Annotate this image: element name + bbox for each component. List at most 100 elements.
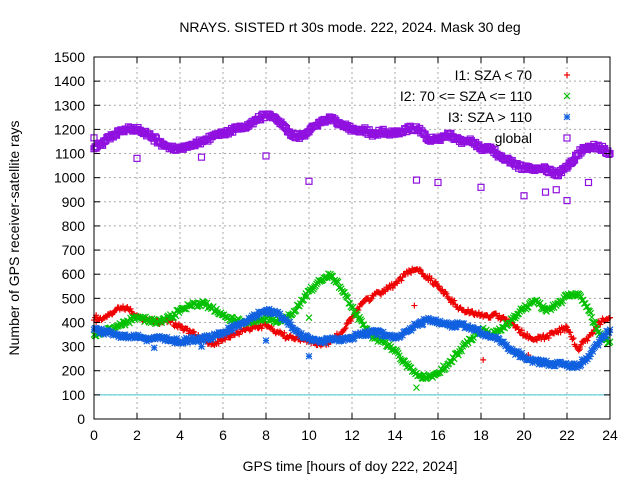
trace-marker-i3 bbox=[419, 320, 427, 328]
trace-marker-i2 bbox=[347, 303, 355, 310]
outlier-point-i1 bbox=[480, 356, 487, 363]
trace-marker-i3 bbox=[605, 329, 613, 337]
trace-marker-i2 bbox=[517, 305, 525, 313]
trace-marker-i3 bbox=[389, 334, 397, 342]
trace-marker-i3 bbox=[142, 335, 150, 343]
trace-marker-i1 bbox=[417, 267, 424, 274]
trace-marker-i3 bbox=[515, 347, 523, 355]
outlier-point-i3 bbox=[305, 352, 313, 360]
y-tick-label: 900 bbox=[62, 194, 86, 210]
trace-marker-i3 bbox=[573, 364, 581, 371]
trace-marker-i3 bbox=[306, 334, 314, 342]
trace-marker-i3 bbox=[539, 357, 547, 365]
outlier-point-global bbox=[584, 178, 593, 187]
trace-marker-i1 bbox=[268, 323, 275, 330]
trace-marker-i1 bbox=[190, 328, 197, 335]
trace-marker-i1 bbox=[281, 329, 288, 336]
y-tick-label: 300 bbox=[62, 339, 86, 355]
trace-marker-i3 bbox=[194, 338, 202, 345]
trace-marker-i3 bbox=[98, 325, 105, 333]
trace-marker-i2 bbox=[410, 368, 418, 376]
trace-marker-i3 bbox=[594, 341, 602, 349]
trace-marker-i3 bbox=[304, 333, 312, 341]
trace-marker-i1 bbox=[99, 316, 106, 323]
trace-marker-i1 bbox=[215, 340, 222, 347]
trace-marker-i1 bbox=[341, 326, 348, 333]
trace-marker-i3 bbox=[346, 336, 354, 344]
trace-marker-i3 bbox=[566, 362, 574, 370]
trace-marker-i2 bbox=[290, 307, 298, 315]
trace-marker-i1 bbox=[127, 305, 134, 312]
trace-marker-i3 bbox=[528, 356, 535, 363]
trace-marker-i1 bbox=[439, 286, 446, 293]
trace-marker-i3 bbox=[99, 328, 107, 335]
legend-label-i1: I1: SZA < 70 bbox=[455, 67, 533, 83]
trace-marker-i3 bbox=[283, 316, 290, 324]
trace-marker-i3 bbox=[589, 348, 597, 355]
trace-marker-i1 bbox=[487, 314, 494, 321]
trace-marker-i3 bbox=[543, 357, 550, 365]
trace-marker-i3 bbox=[298, 329, 305, 337]
trace-marker-i3 bbox=[602, 333, 610, 341]
outlier-point-global bbox=[197, 153, 206, 161]
trace-marker-i3 bbox=[500, 338, 507, 346]
trace-marker-i1 bbox=[236, 331, 243, 338]
x-tick-label: 12 bbox=[344, 427, 360, 443]
y-tick-label: 200 bbox=[62, 363, 86, 379]
outlier-point-global bbox=[305, 177, 313, 185]
trace-marker-i3 bbox=[228, 322, 236, 330]
trace-marker-i3 bbox=[364, 332, 372, 340]
trace-marker-i3 bbox=[443, 318, 451, 326]
outlier-point-i3 bbox=[150, 344, 158, 352]
outlier-point-global bbox=[434, 178, 442, 187]
trace-marker-i3 bbox=[480, 330, 488, 338]
trace-marker-i1 bbox=[390, 282, 397, 289]
trace-marker-i1 bbox=[258, 325, 265, 332]
outlier-point-i3 bbox=[262, 337, 270, 344]
trace-marker-i3 bbox=[564, 361, 572, 369]
trace-marker-i1 bbox=[465, 306, 472, 313]
trace-marker-i3 bbox=[267, 307, 275, 315]
trace-marker-i1 bbox=[356, 303, 363, 310]
trace-marker-i1 bbox=[577, 341, 584, 348]
trace-marker-i2 bbox=[218, 311, 226, 319]
y-tick-label: 500 bbox=[62, 290, 86, 306]
outlier-point-global bbox=[563, 196, 571, 205]
trace-marker-global bbox=[568, 158, 576, 166]
tick-layer: 0 2 4 6 8 10 12 14 16 18 20 22 240100200300400500600… bbox=[54, 49, 618, 443]
trace-marker-i3 bbox=[369, 327, 376, 335]
trace-marker-i1 bbox=[222, 336, 229, 343]
trace-marker-i3 bbox=[425, 315, 433, 323]
trace-marker-i3 bbox=[529, 359, 537, 367]
trace-marker-i1 bbox=[589, 330, 596, 337]
x-tick-label: 18 bbox=[473, 427, 489, 443]
trace-marker-i3 bbox=[506, 347, 514, 355]
trace-marker-i3 bbox=[378, 333, 386, 340]
trace-marker-i3 bbox=[97, 328, 104, 336]
series-i2 bbox=[90, 270, 614, 392]
trace-marker-i3 bbox=[561, 361, 569, 369]
trace-marker-i3 bbox=[240, 319, 247, 327]
trace-marker-i3 bbox=[498, 339, 505, 347]
legend-label-global: global bbox=[495, 130, 532, 146]
trace-marker-i1 bbox=[378, 291, 385, 298]
trace-marker-i3 bbox=[330, 334, 338, 342]
trace-marker-i1 bbox=[227, 334, 234, 341]
series-i3 bbox=[90, 305, 614, 372]
x-tick-label: 8 bbox=[262, 427, 270, 443]
trace-marker-i2 bbox=[523, 303, 531, 311]
outlier-point-global bbox=[520, 192, 528, 200]
trace-marker-i3 bbox=[399, 331, 406, 339]
trace-marker-i3 bbox=[286, 318, 294, 326]
x-tick-label: 14 bbox=[387, 427, 403, 443]
trace-marker-global bbox=[491, 145, 499, 154]
trace-marker-i3 bbox=[217, 331, 225, 339]
trace-marker-i3 bbox=[568, 364, 576, 372]
trace-marker-i3 bbox=[287, 321, 295, 329]
trace-marker-global bbox=[517, 161, 525, 169]
trace-marker-i3 bbox=[193, 335, 201, 342]
trace-marker-i1 bbox=[344, 320, 351, 327]
outlier-point-global bbox=[262, 152, 270, 160]
trace-marker-i3 bbox=[444, 321, 452, 329]
